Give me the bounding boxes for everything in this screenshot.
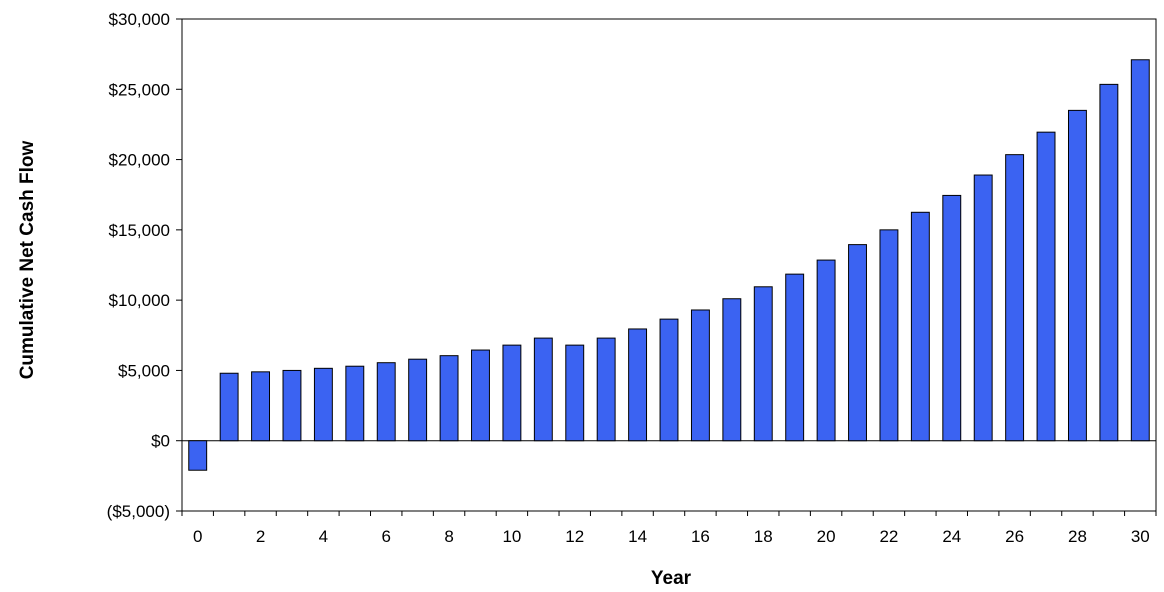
x-tick-label: 26 (1005, 527, 1024, 546)
x-tick-label: 2 (256, 527, 265, 546)
bar-year-16 (690, 309, 710, 442)
bar-year-30 (1130, 59, 1150, 442)
x-tick-label: 4 (319, 527, 328, 546)
bar-year-0 (188, 440, 208, 471)
bar-year-9 (471, 349, 490, 442)
bar-year-22 (879, 229, 899, 442)
bar-year-29 (1099, 83, 1119, 442)
bar-year-14 (628, 328, 648, 442)
bar-year-24 (942, 194, 962, 442)
bar-year-15 (659, 318, 679, 442)
y-axis-ticks: ($5,000) $0 $5,000 $10,000 $15,000 $20,000 $25… (107, 10, 182, 521)
bar-year-19 (785, 273, 805, 442)
bar-year-2 (251, 371, 271, 442)
bar-year-20 (816, 259, 836, 442)
bar-year-17 (722, 298, 742, 442)
bar-year-1 (219, 372, 239, 442)
y-tick-label: $0 (151, 432, 170, 451)
x-tick-label: 18 (754, 527, 773, 546)
y-tick-label: $25,000 (109, 80, 170, 99)
y-tick-label: ($5,000) (107, 502, 170, 521)
x-tick-label: 30 (1131, 527, 1150, 546)
x-axis-label: Year (651, 568, 692, 589)
bar-year-12 (565, 344, 585, 442)
y-tick-label: $5,000 (118, 361, 170, 380)
bar-series (188, 59, 1150, 471)
x-tick-label: 14 (628, 527, 647, 546)
x-tick-label: 22 (879, 527, 898, 546)
bar-year-4 (313, 367, 333, 442)
bar-year-25 (973, 174, 993, 442)
bar-year-27 (1036, 131, 1056, 442)
bar-year-8 (439, 355, 459, 442)
y-tick-label: $30,000 (109, 10, 170, 29)
bar-year-5 (345, 365, 365, 442)
bar-year-18 (753, 286, 773, 442)
bar-year-10 (502, 344, 522, 442)
bar-year-26 (1005, 154, 1025, 442)
x-tick-label: 0 (193, 527, 202, 546)
x-tick-label: 10 (502, 527, 521, 546)
y-tick-label: $20,000 (109, 151, 170, 170)
x-tick-label: 8 (444, 527, 453, 546)
bar-year-28 (1067, 109, 1087, 442)
bar-year-21 (848, 244, 867, 442)
bar-year-6 (376, 362, 396, 442)
x-tick-label: 24 (942, 527, 961, 546)
y-axis-label: Cumulative Net Cash Flow (17, 140, 38, 379)
x-tick-label: 6 (381, 527, 390, 546)
x-tick-label: 20 (817, 527, 836, 546)
bar-year-3 (282, 369, 302, 442)
x-axis-ticks: 0 2 4 6 8 10 12 14 16 18 20 22 24 26 28 30 (181, 511, 1157, 546)
y-tick-label: $10,000 (109, 291, 170, 310)
bar-year-13 (596, 337, 616, 442)
x-tick-label: 28 (1068, 527, 1087, 546)
bar-year-11 (533, 337, 553, 442)
x-tick-label: 12 (565, 527, 584, 546)
bar-year-23 (910, 211, 930, 442)
y-tick-label: $15,000 (109, 221, 170, 240)
bar-year-7 (408, 358, 428, 442)
plot-border (181, 18, 1157, 512)
x-tick-label: 16 (691, 527, 710, 546)
